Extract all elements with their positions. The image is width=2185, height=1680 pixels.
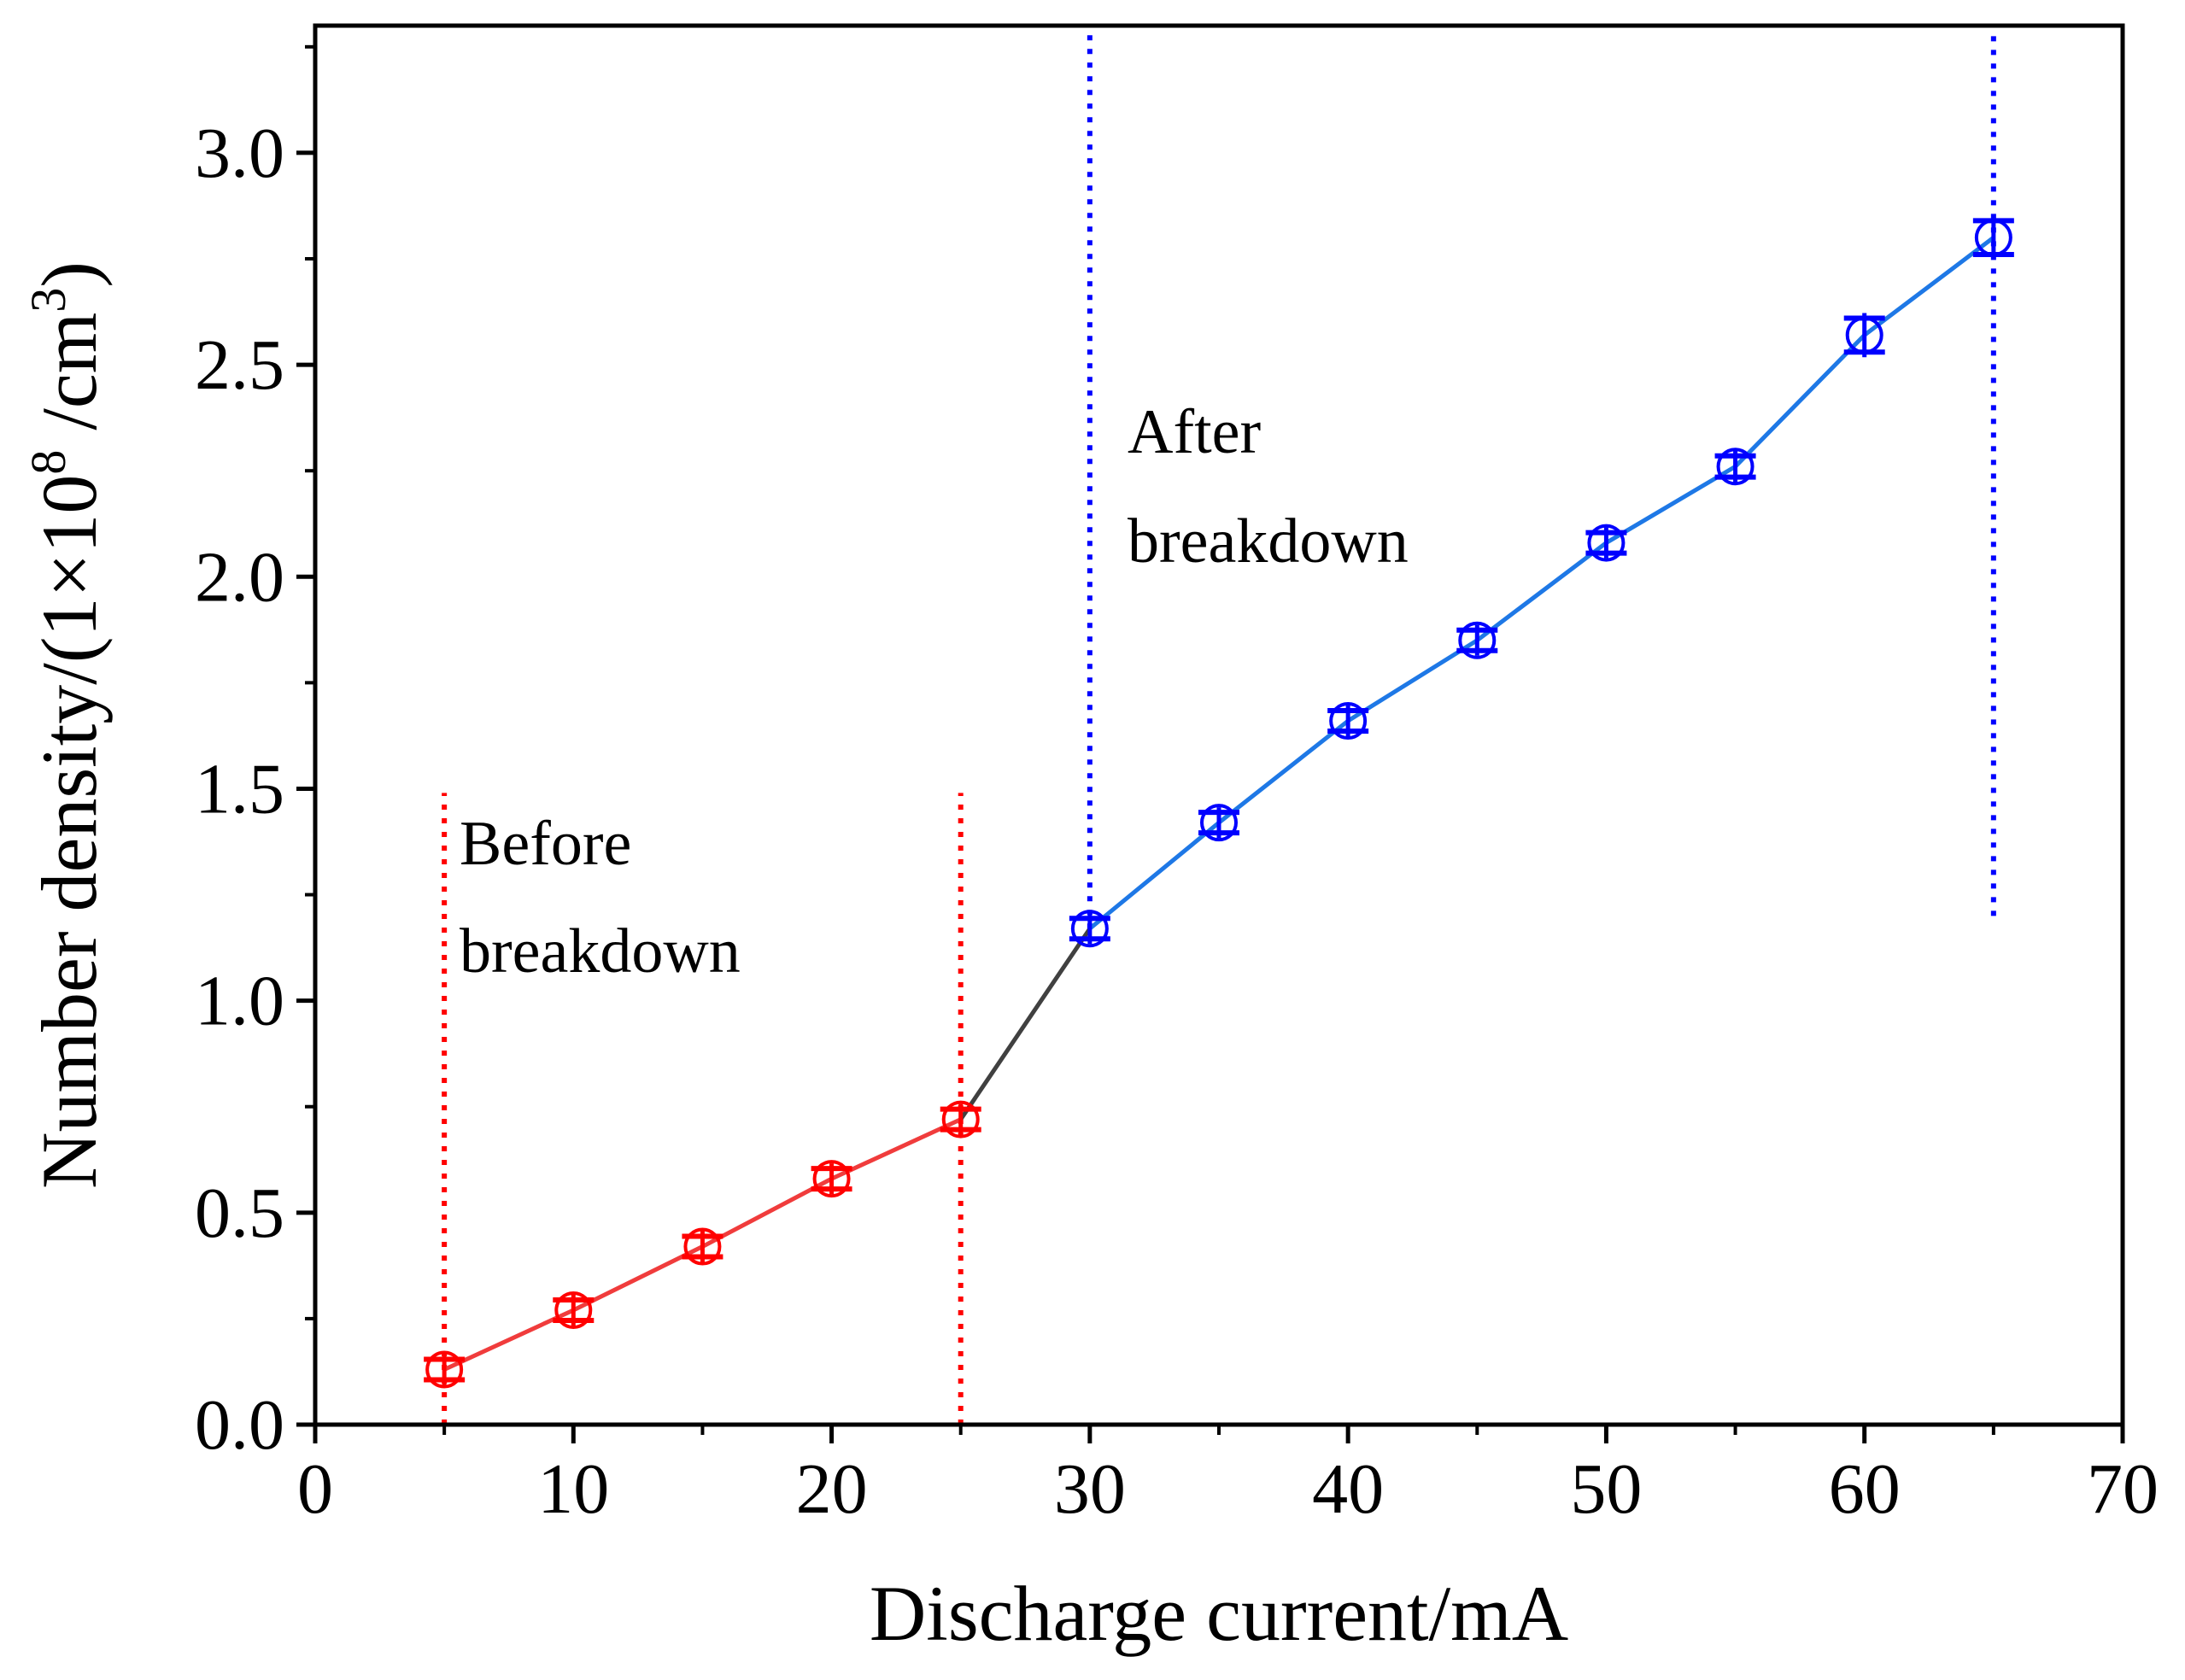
data-point [1456,621,1498,659]
data-point-marker [1458,621,1497,659]
y-axis-title-main: Number density/(1×10 [26,475,113,1189]
data-point [1843,313,1885,358]
y-tick-label: 2.5 [195,325,284,405]
data-point [682,1227,723,1266]
data-point-marker [425,1350,464,1389]
y-tick-label: 2.0 [195,537,284,617]
x-tick-label: 0 [297,1449,333,1529]
ticks: 0 10 20 30 40 50 60 70 0.0 0.5 1.0 1.5 2.0 2.5 3.0 [195,44,2159,1529]
x-tick-label: 70 [2087,1449,2159,1529]
x-axis-title: Discharge current/mA [870,1570,1568,1657]
data-markers [424,215,2014,1389]
data-point-marker [1329,702,1368,740]
data-point [1585,524,1627,562]
data-point [811,1160,852,1198]
data-point [1069,910,1110,948]
y-tick-label: 1.0 [195,962,284,1041]
data-point-marker [554,1291,593,1329]
series-line-1 [958,927,1092,1121]
data-point-marker [683,1227,722,1266]
x-tick-label: 10 [537,1449,609,1529]
data-point [1972,215,2014,260]
data-point [1198,804,1239,842]
x-tick-label: 20 [796,1449,868,1529]
annotation-before-line1: Before [460,809,631,879]
data-point [1327,702,1369,740]
data-point-marker [1070,910,1109,948]
data-point-marker [941,1100,980,1139]
data-point-marker [1587,524,1626,562]
x-tick-label: 50 [1570,1449,1642,1529]
data-point [940,1100,981,1139]
data-point-marker [1716,448,1754,486]
data-point [553,1291,595,1329]
data-point [1714,448,1756,486]
y-axis-title-end: ) [26,261,113,288]
y-tick-label: 1.5 [195,749,284,828]
annotation-after-line2: breakdown [1128,506,1409,577]
y-axis-title: Number density/(1×108 /cm3) [21,261,113,1189]
annotation-before-line2: breakdown [460,916,741,986]
x-tick-label: 60 [1829,1449,1901,1529]
y-tick-label: 3.0 [195,114,284,193]
y-tick-label: 0.0 [195,1385,284,1465]
annotation-after-line1: After [1128,397,1261,467]
plot-frame [313,23,2125,1427]
data-point [424,1350,466,1389]
axes [313,23,2125,1427]
y-axis-title-exponent-2: 3 [21,288,76,313]
y-axis-title-unit: /cm [26,313,113,450]
y-axis-title-exponent-1: 8 [21,450,76,475]
data-point-marker [1200,804,1238,842]
y-tick-label: 0.5 [195,1174,284,1253]
series-line-2 [1088,236,1995,931]
x-tick-label: 40 [1312,1449,1384,1529]
data-point-marker [812,1160,851,1198]
reference-lines [442,26,1996,1425]
x-tick-label: 30 [1054,1449,1126,1529]
